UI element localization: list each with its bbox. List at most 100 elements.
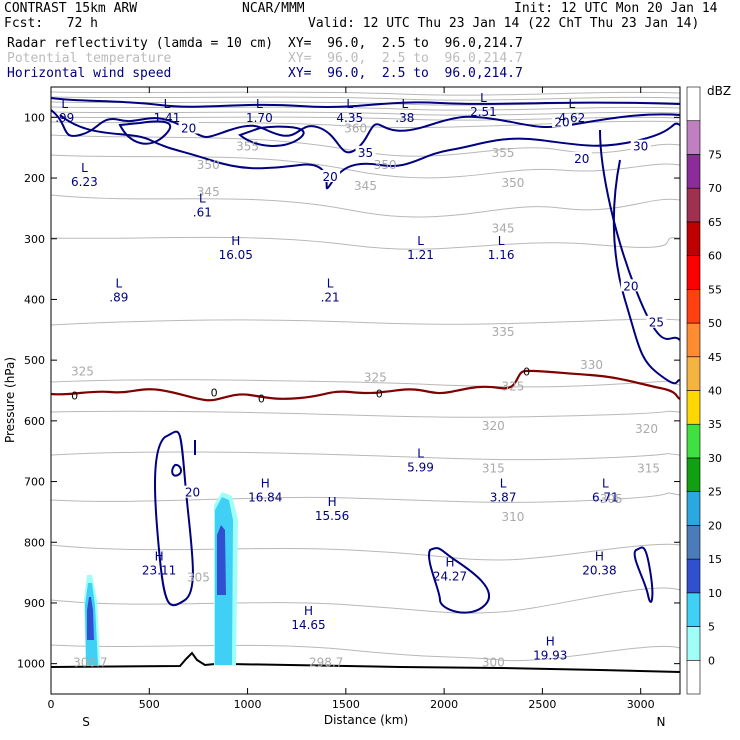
colorbar-level: 70 <box>708 182 722 195</box>
wind-contour-label-bg <box>320 170 341 183</box>
valid-time: Valid: 12 UTC Thu 23 Jan 14 (22 ChT Thu … <box>308 16 700 31</box>
y-tick-label: 500 <box>24 354 45 367</box>
y-tick-label: 100 <box>24 111 45 124</box>
wind-contour-label-bg <box>620 279 641 292</box>
colorbar-swatch <box>686 659 701 695</box>
theta-contour-label: 300.7 <box>73 656 107 670</box>
colorbar-level: 10 <box>708 587 722 600</box>
extremum-kind: L <box>417 234 424 248</box>
plot-frame <box>50 86 681 695</box>
x-tick-label: 500 <box>139 698 160 711</box>
x-tick-label: 1000 <box>234 698 262 711</box>
theta-contour-label: 330 <box>580 358 603 372</box>
extremum-kind: L <box>256 97 263 111</box>
extremum-value: 6.23 <box>71 175 98 189</box>
extremum-value: 6.71 <box>592 491 619 505</box>
theta-contour-label: 325 <box>501 379 524 393</box>
extremum-value: 16.84 <box>248 491 282 505</box>
init-time: Init: 12 UTC Mon 20 Jan 14 <box>514 1 718 16</box>
theta-contour-label: 325 <box>364 370 387 384</box>
wind-contour-label-bg <box>178 121 199 134</box>
extremum-value: 14.65 <box>291 618 325 632</box>
theta-contour-label: 298.7 <box>309 656 343 670</box>
y-tick-label: 700 <box>24 476 45 489</box>
colorbar-level: 60 <box>708 250 722 263</box>
extremum-kind: H <box>261 477 270 491</box>
extremum-kind: L <box>115 276 122 290</box>
theta-contour-label: 355 <box>492 146 515 160</box>
theta-contour-label: 345 <box>197 185 220 199</box>
colorbar-title: dBZ <box>707 84 731 98</box>
extremum-value: .89 <box>109 290 128 304</box>
freezing-contour-label: 0 <box>211 387 218 400</box>
x-axis-right-end: N <box>657 715 666 729</box>
colorbar-swatch <box>686 423 701 459</box>
colorbar-level: 15 <box>708 553 722 566</box>
extremum-kind: L <box>500 477 507 491</box>
theta-contour-label: 320 <box>635 422 658 436</box>
colorbar-level: 20 <box>708 519 722 532</box>
extremum-kind: L <box>199 191 206 205</box>
freezing-contour-label: 0 <box>258 393 265 406</box>
wind-contour-label: 20 <box>185 486 200 500</box>
colorbar-level: 25 <box>708 486 722 499</box>
extremum-kind: L <box>327 276 334 290</box>
extremum-value: 19.93 <box>533 648 567 662</box>
colorbar-level: 50 <box>708 317 722 330</box>
y-axis-label: Pressure (hPa) <box>3 357 17 443</box>
theta-contour-label: 355 <box>236 140 259 154</box>
colorbar-level: 40 <box>708 385 722 398</box>
colorbar-swatch <box>686 592 701 627</box>
extremum-value: 24.27 <box>433 570 467 584</box>
wind-contour-label: 20 <box>322 170 337 184</box>
colorbar-swatch <box>686 491 701 526</box>
theta-contour-label: 315 <box>637 461 660 475</box>
wind-contour-label: 25 <box>649 316 664 330</box>
theta-contour-label: 305 <box>600 492 623 506</box>
theta-contour-label: 345 <box>354 179 377 193</box>
wind-contour-label-bg <box>571 151 592 164</box>
extremum-kind: L <box>602 477 609 491</box>
wind-contour-label: 30 <box>633 140 648 154</box>
extremum-kind: L <box>498 234 505 248</box>
theta-contour-label: 350 <box>374 158 397 172</box>
freezing-contour-label: 0 <box>71 390 78 403</box>
model-title: CONTRAST 15km ARW <box>4 1 138 16</box>
field-reflectivity-xy: XY= 96.0, 2.5 to 96.0,214.7 <box>288 36 523 51</box>
extremum-kind: L <box>346 97 353 111</box>
wind-speed-labels: 35 20 20 20 20 30 20 25 20 <box>178 115 667 500</box>
theta-contour-label: 335 <box>492 325 515 339</box>
field-wind-name: Horizontal wind speed <box>7 66 172 81</box>
colorbar-swatch <box>686 255 701 290</box>
wind-contour-label-bg <box>646 315 667 328</box>
colorbar-swatch <box>686 525 701 560</box>
y-tick-label: 900 <box>24 597 45 610</box>
x-axis-label: Distance (km) <box>324 713 408 727</box>
extremum-kind: H <box>304 604 313 618</box>
theta-contour-label: 360 <box>344 121 367 135</box>
colorbar-level: 5 <box>708 621 715 634</box>
wind-contour-label-bg <box>182 485 203 498</box>
colorbar-swatch <box>686 390 701 425</box>
colorbar-level: 55 <box>708 283 722 296</box>
extremum-value: 1.16 <box>488 248 515 262</box>
extremum-value: 2.51 <box>470 105 497 119</box>
wind-contour-label: 20 <box>574 152 589 166</box>
field-reflectivity-name: Radar reflectivity (lamda = 10 cm) <box>7 36 274 51</box>
y-tick-label: 1000 <box>17 658 45 671</box>
extremum-value: 23.11 <box>142 563 176 577</box>
extremum-value: 15.56 <box>315 509 349 523</box>
freezing-level-line <box>51 369 680 402</box>
x-tick-label: 0 <box>48 698 55 711</box>
extremum-value: 5.99 <box>407 460 434 474</box>
theta-contour-label: 350 <box>501 176 524 190</box>
colorbar-swatch <box>686 120 701 155</box>
theta-contour-label: 320 <box>482 419 505 433</box>
theta-contour-label: 300 <box>482 656 505 670</box>
y-tick-label: 300 <box>24 233 45 246</box>
extremum-kind: L <box>417 446 424 460</box>
colorbar-level: 45 <box>708 351 722 364</box>
extremum-kind: H <box>446 556 455 570</box>
